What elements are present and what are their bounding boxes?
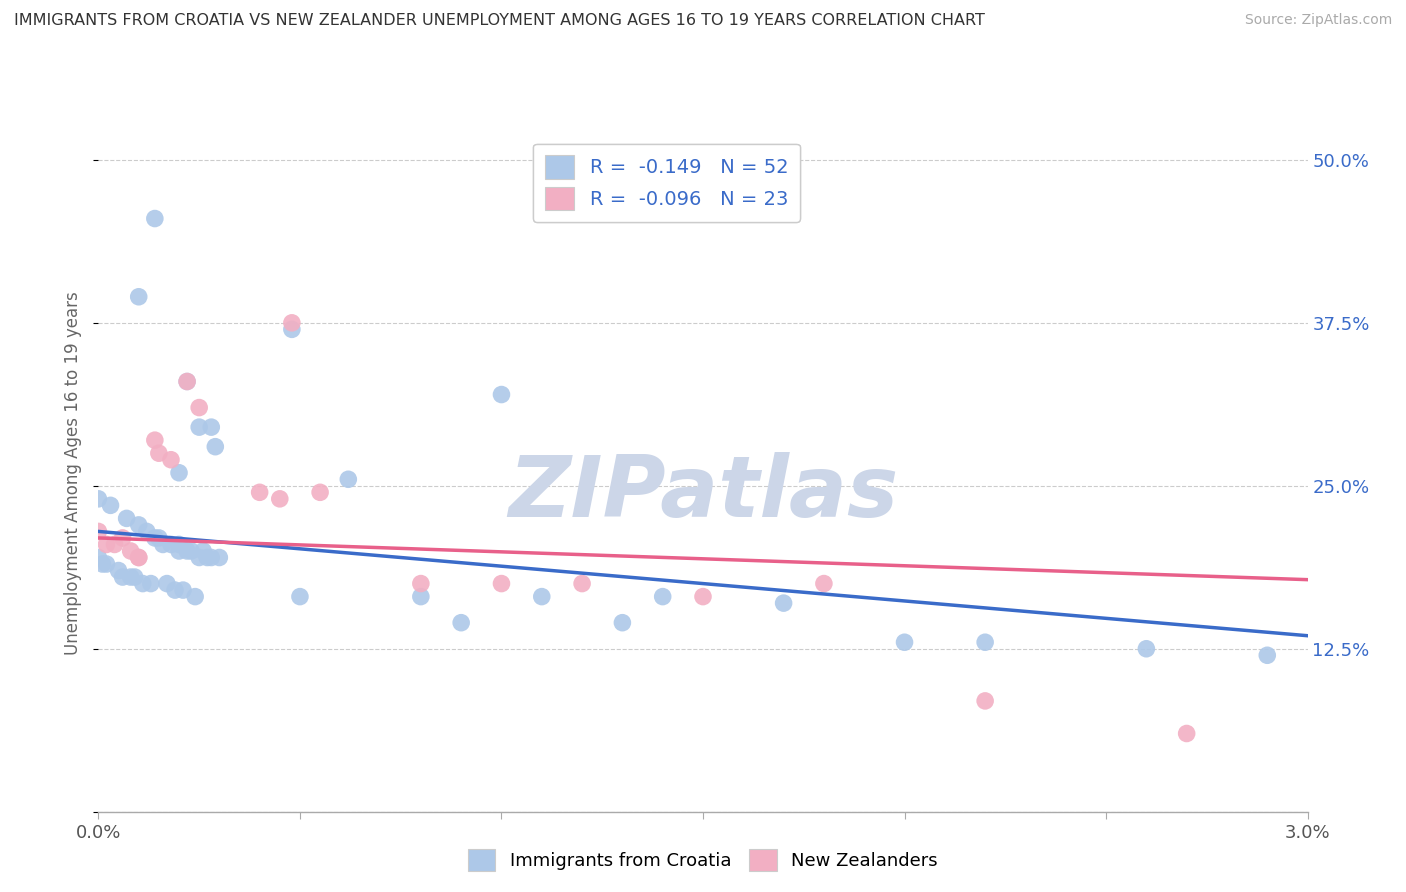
Point xyxy=(128,550,150,565)
Point xyxy=(1135,641,1157,656)
Point xyxy=(571,576,593,591)
Point xyxy=(100,499,122,513)
Point xyxy=(120,570,142,584)
Point xyxy=(148,446,170,460)
Point xyxy=(249,485,271,500)
Point xyxy=(813,576,835,591)
Point xyxy=(530,590,553,604)
Point xyxy=(135,524,157,539)
Point xyxy=(152,537,174,551)
Point xyxy=(87,491,110,506)
Point xyxy=(176,544,198,558)
Point xyxy=(491,387,513,401)
Point xyxy=(974,635,997,649)
Point xyxy=(1175,726,1198,740)
Point xyxy=(96,557,118,571)
Point xyxy=(208,550,231,565)
Point xyxy=(87,550,110,565)
Point xyxy=(91,557,114,571)
Point xyxy=(1256,648,1278,663)
Point xyxy=(772,596,794,610)
Point xyxy=(893,635,915,649)
Point xyxy=(87,524,110,539)
Point xyxy=(143,433,166,447)
Point xyxy=(200,420,222,434)
Point xyxy=(491,576,513,591)
Point xyxy=(651,590,673,604)
Point xyxy=(132,576,155,591)
Point xyxy=(188,550,211,565)
Point xyxy=(409,576,432,591)
Point xyxy=(188,401,211,415)
Point xyxy=(974,694,997,708)
Point xyxy=(409,590,432,604)
Point xyxy=(111,531,134,545)
Point xyxy=(103,537,125,551)
Point xyxy=(124,570,146,584)
Point xyxy=(269,491,291,506)
Point xyxy=(163,583,186,598)
Point xyxy=(96,537,118,551)
Point xyxy=(143,211,166,226)
Point xyxy=(337,472,360,486)
Legend: Immigrants from Croatia, New Zealanders: Immigrants from Croatia, New Zealanders xyxy=(461,842,945,879)
Point xyxy=(309,485,332,500)
Text: Source: ZipAtlas.com: Source: ZipAtlas.com xyxy=(1244,13,1392,28)
Point xyxy=(188,420,211,434)
Point xyxy=(281,316,304,330)
Point xyxy=(107,564,129,578)
Text: ZIPatlas: ZIPatlas xyxy=(508,451,898,534)
Point xyxy=(193,544,215,558)
Point xyxy=(115,511,138,525)
Point xyxy=(111,570,134,584)
Point xyxy=(176,375,198,389)
Point xyxy=(128,517,150,532)
Point xyxy=(612,615,634,630)
Point xyxy=(160,537,183,551)
Point xyxy=(128,290,150,304)
Point xyxy=(450,615,472,630)
Point xyxy=(288,590,311,604)
Point xyxy=(139,576,162,591)
Point xyxy=(184,590,207,604)
Point xyxy=(281,322,304,336)
Point xyxy=(128,550,150,565)
Point xyxy=(692,590,714,604)
Legend: R =  -0.149   N = 52, R =  -0.096   N = 23: R = -0.149 N = 52, R = -0.096 N = 23 xyxy=(533,144,800,222)
Point xyxy=(167,544,190,558)
Point xyxy=(195,550,218,565)
Point xyxy=(176,375,198,389)
Point xyxy=(148,531,170,545)
Point xyxy=(143,531,166,545)
Point xyxy=(120,544,142,558)
Point xyxy=(172,583,194,598)
Point xyxy=(167,466,190,480)
Point xyxy=(204,440,226,454)
Text: IMMIGRANTS FROM CROATIA VS NEW ZEALANDER UNEMPLOYMENT AMONG AGES 16 TO 19 YEARS : IMMIGRANTS FROM CROATIA VS NEW ZEALANDER… xyxy=(14,13,986,29)
Point xyxy=(200,550,222,565)
Point xyxy=(156,576,179,591)
Y-axis label: Unemployment Among Ages 16 to 19 years: Unemployment Among Ages 16 to 19 years xyxy=(65,291,83,655)
Point xyxy=(167,537,190,551)
Point xyxy=(160,452,183,467)
Point xyxy=(180,544,202,558)
